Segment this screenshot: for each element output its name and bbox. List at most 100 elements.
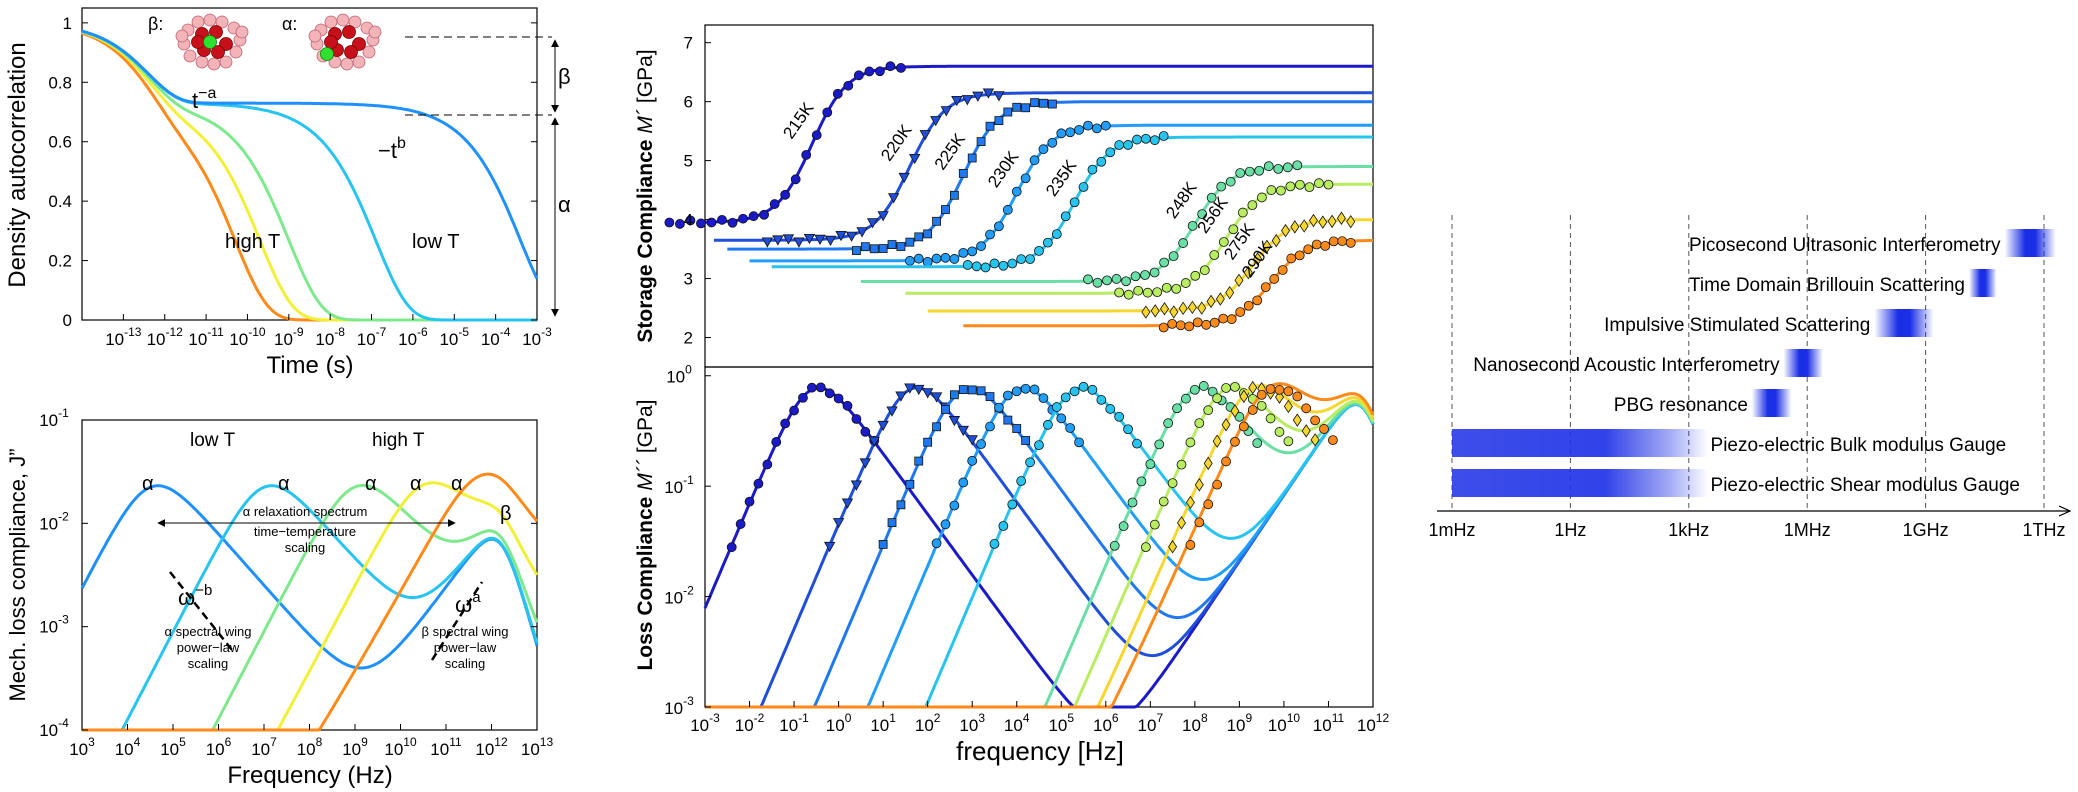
- data-point: [1078, 182, 1089, 192]
- temp-label-230K: 230K: [984, 147, 1023, 191]
- data-point: [1185, 495, 1195, 510]
- data-point: [1132, 134, 1142, 145]
- data-point: [833, 393, 844, 404]
- data-point: [1012, 102, 1022, 112]
- loss-x-tick-label: 1013: [521, 735, 554, 759]
- data-point: [1185, 437, 1196, 448]
- data-point: [1021, 436, 1031, 445]
- data-point: [1198, 381, 1209, 391]
- data-point: [806, 382, 817, 393]
- data-point: [1152, 287, 1163, 298]
- data-point: [851, 414, 862, 424]
- data-point: [664, 217, 675, 228]
- data-point: [1285, 181, 1296, 192]
- storage-markers-256K: [1114, 178, 1334, 300]
- data-point: [930, 392, 943, 403]
- data-point: [1212, 434, 1222, 448]
- data-point: [1247, 405, 1258, 415]
- loss-x-tick-label: 105: [160, 735, 186, 759]
- data-point: [860, 426, 871, 437]
- data-point: [1181, 393, 1191, 404]
- data-point: [1286, 253, 1297, 264]
- data-point: [1123, 140, 1133, 150]
- density-x-tick-label: 10-3: [522, 325, 552, 349]
- data-point: [966, 435, 978, 446]
- losscomp-curve-225K: [705, 386, 1375, 709]
- data-point: [998, 521, 1009, 531]
- data-point: [1060, 211, 1071, 222]
- data-point: [1263, 161, 1274, 172]
- loss-y-tick-label: 10-3: [39, 613, 69, 637]
- data-point: [895, 391, 907, 402]
- data-point: [1021, 103, 1031, 113]
- density-x-tick-label: 10-5: [439, 325, 469, 349]
- technique-x-tick-label: 1GHz: [1903, 520, 1949, 540]
- data-point: [864, 66, 875, 77]
- data-point: [896, 63, 906, 73]
- data-point: [1065, 423, 1076, 433]
- loss-panel: 10-410-310-210-1 103 104 105 106 107 108 109 10…: [5, 406, 553, 789]
- data-point: [761, 237, 774, 248]
- loss-x-tick-label: 106: [206, 735, 232, 759]
- data-point: [985, 421, 995, 432]
- technique-x-tick-label: 1mHz: [1428, 520, 1475, 540]
- data-point: [1142, 287, 1153, 298]
- data-point: [1319, 424, 1329, 434]
- beta-bracket-label: β: [558, 64, 571, 89]
- technique-x-tick-label: 1Hz: [1554, 520, 1586, 540]
- technique-label: Nanosecond Acoustic Interferometry: [1473, 355, 1780, 376]
- data-point: [859, 458, 871, 469]
- data-point: [1074, 124, 1084, 135]
- losscomp-y-tick-label: 10-1: [664, 473, 694, 497]
- losscomp-x-tick-label: 108: [1182, 711, 1208, 735]
- losscomp-x-tick-label: 102: [915, 711, 941, 735]
- data-point: [1034, 245, 1044, 256]
- beta-wing-text-3: scaling: [445, 656, 485, 671]
- technique-label: Time Domain Brillouin Scattering: [1689, 275, 1965, 296]
- data-point: [706, 217, 717, 228]
- data-point: [1078, 381, 1089, 392]
- data-point: [878, 539, 888, 549]
- data-point: [1206, 192, 1217, 203]
- data-point: [1337, 236, 1348, 247]
- data-point: [874, 66, 885, 77]
- data-point: [1345, 237, 1356, 248]
- data-point: [1154, 439, 1165, 450]
- data-point: [1189, 384, 1200, 395]
- losscomp-x-ticks: 10-3 10-2 10-1 100 101 102 103 104 105 106 107 108 1…: [690, 701, 1389, 735]
- data-point: [1029, 155, 1040, 166]
- loss-xlabel: Frequency (Hz): [227, 762, 392, 789]
- density-x-tick-label: 10-7: [357, 325, 387, 349]
- data-point: [1225, 285, 1235, 300]
- data-point: [967, 246, 978, 257]
- data-point: [1301, 424, 1311, 438]
- data-point: [771, 437, 782, 447]
- data-point: [1140, 270, 1150, 280]
- data-point: [1203, 456, 1213, 471]
- data-point: [1239, 389, 1249, 404]
- data-point: [898, 172, 910, 184]
- data-point: [1123, 424, 1133, 435]
- data-point: [1136, 476, 1147, 487]
- density-x-tick-label: 10-11: [188, 325, 224, 349]
- data-point: [1121, 276, 1131, 287]
- data-point: [1025, 254, 1035, 265]
- density-x-tick-label: 10-9: [274, 325, 304, 349]
- data-point: [1003, 415, 1013, 425]
- data-point: [1130, 271, 1141, 282]
- data-point: [1234, 273, 1244, 288]
- data-point: [793, 237, 805, 248]
- data-point: [1212, 479, 1223, 490]
- data-point: [914, 456, 924, 466]
- data-point: [1020, 173, 1031, 184]
- data-point: [1215, 292, 1225, 306]
- storage-markers-230K: [904, 120, 1111, 267]
- density-x-ticks: 10-13 10-12 10-11 10-10 10-9 10-8 10-7 10-6 10-5…: [105, 314, 552, 349]
- data-point: [1323, 179, 1334, 190]
- losscomp-y-ticks: 10-3 10-2 10-1 100: [664, 363, 711, 718]
- storage-curve-275K: [927, 218, 1373, 313]
- data-point: [1254, 165, 1265, 176]
- data-point: [980, 262, 991, 273]
- data-point: [1167, 318, 1178, 329]
- technique-bar: [1751, 389, 1792, 417]
